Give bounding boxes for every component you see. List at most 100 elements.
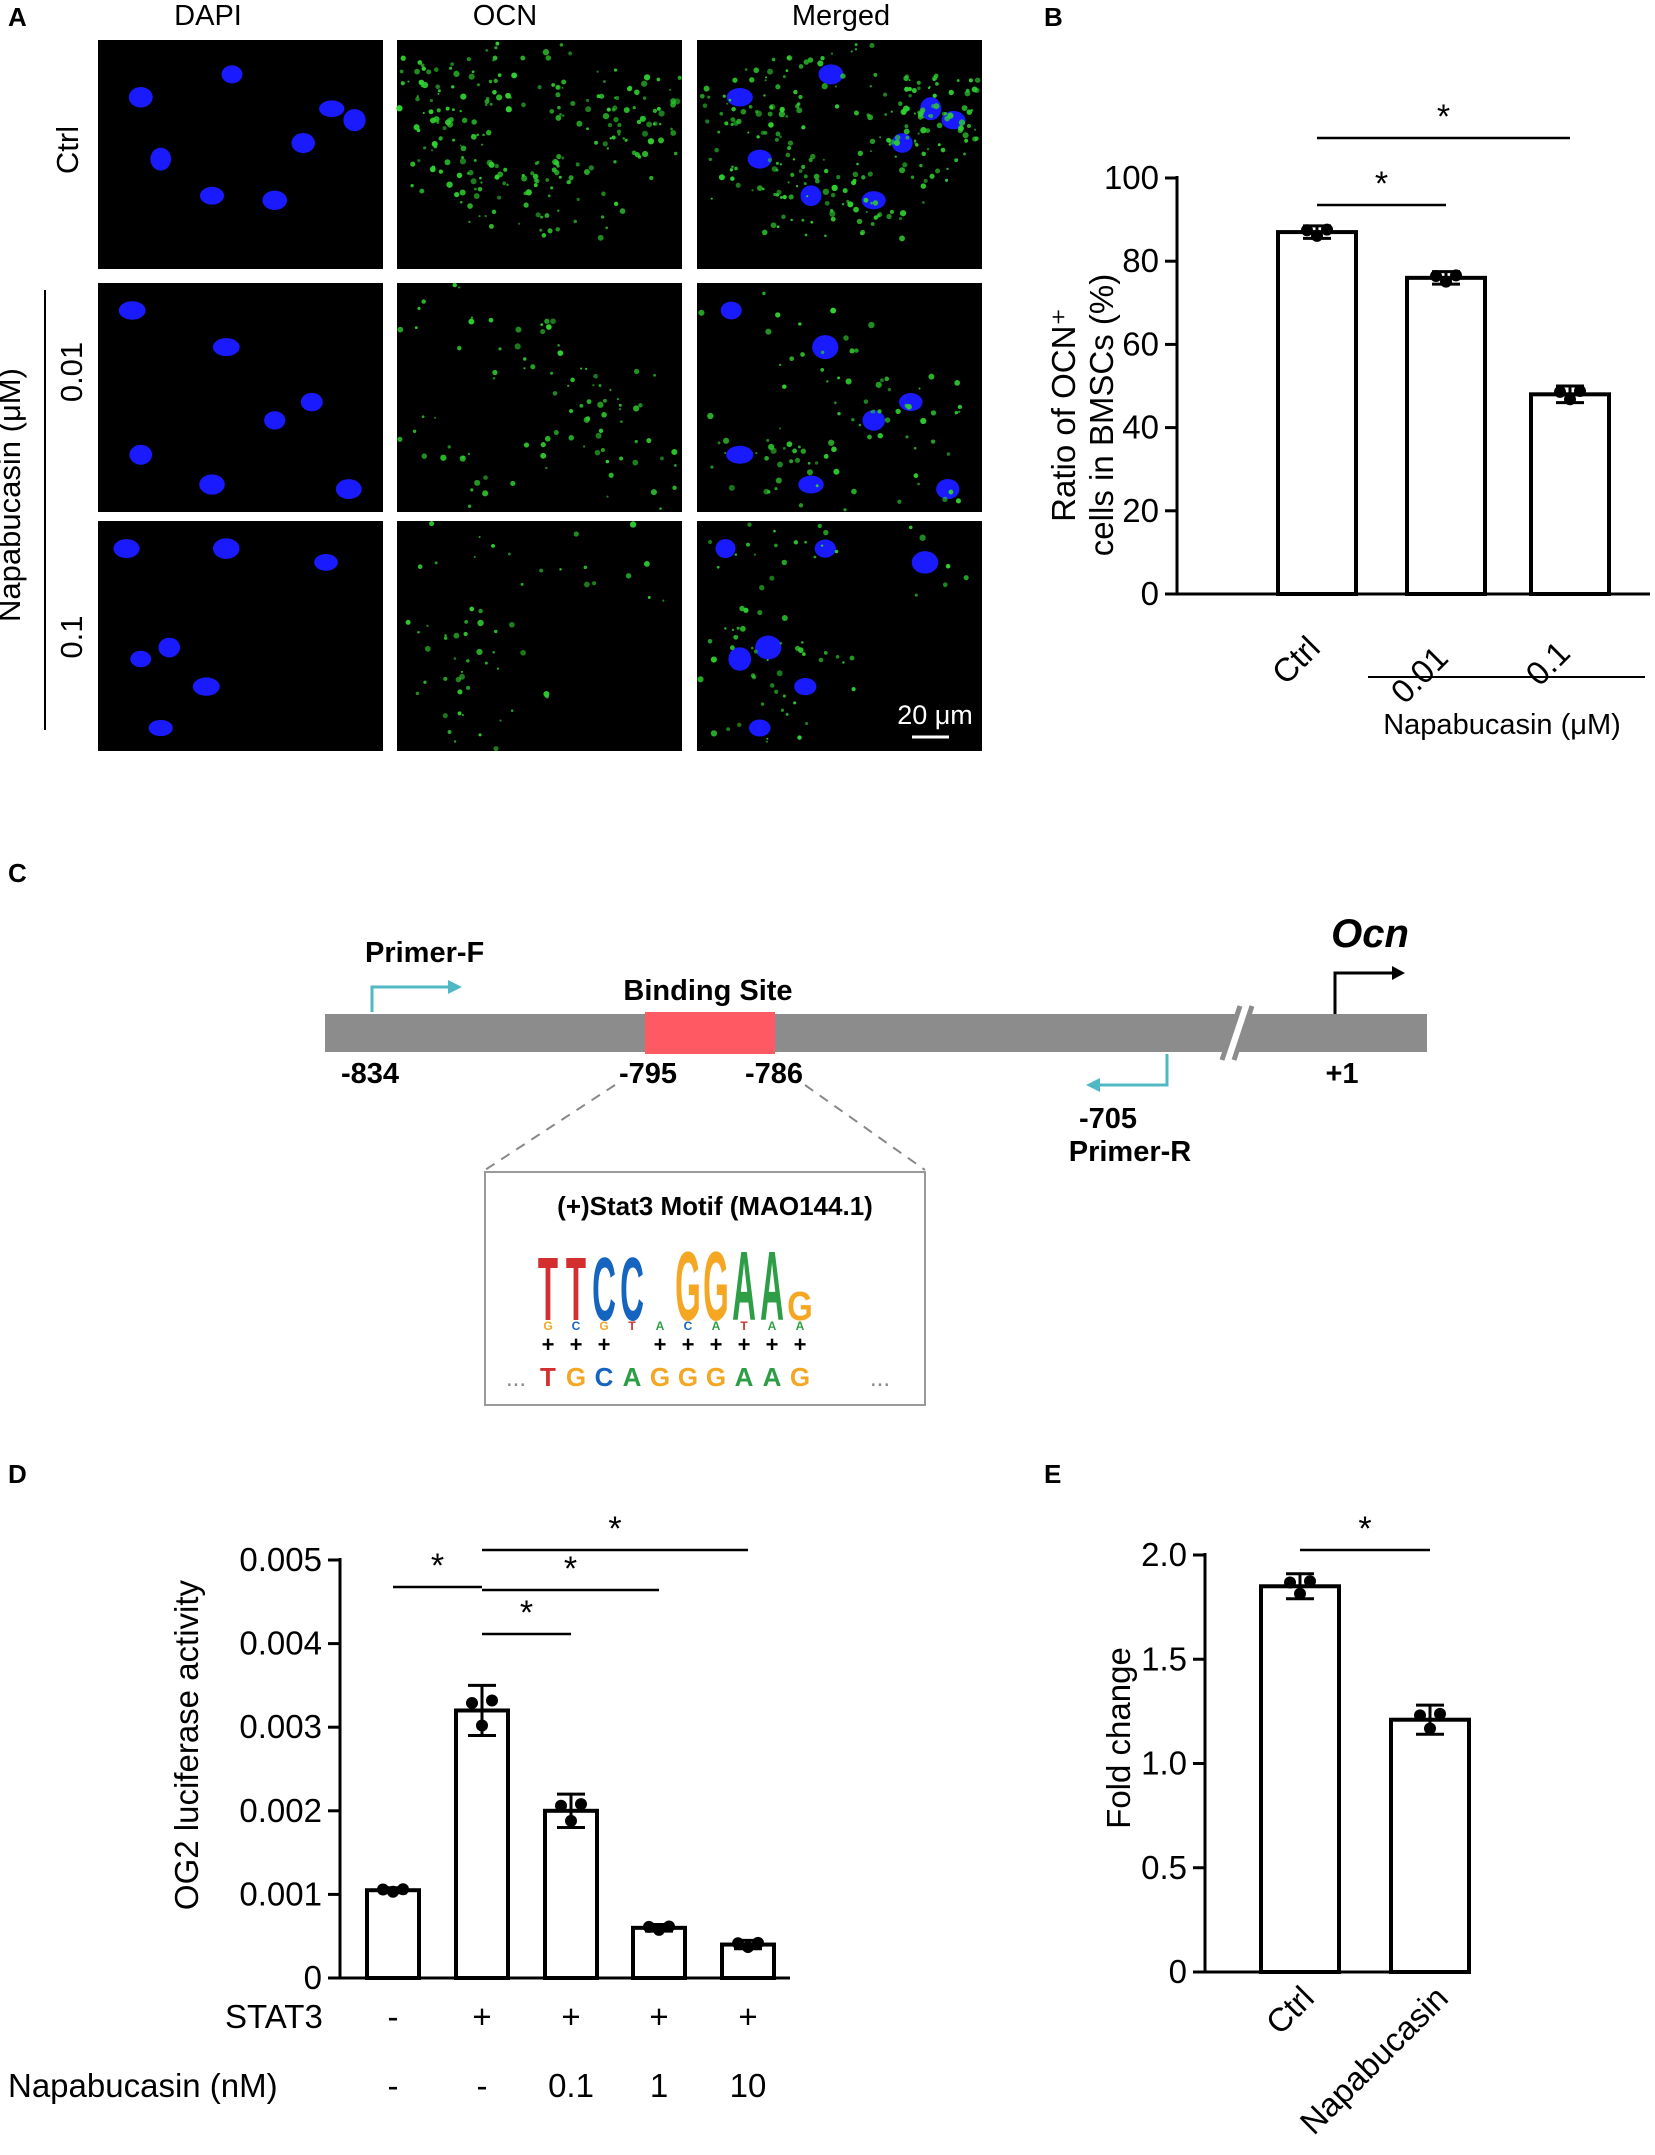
ocn-stain-speckle — [830, 307, 837, 314]
ocn-stain-speckle — [557, 344, 560, 347]
ocn-stain-speckle — [747, 522, 752, 527]
ocn-stain-speckle — [765, 328, 772, 335]
ocn-stain-speckle — [479, 176, 482, 180]
ocn-stain-speckle — [823, 168, 829, 174]
ocn-stain-speckle — [611, 108, 616, 112]
ocn-stain-speckle — [454, 191, 460, 198]
ocn-stain-speckle — [593, 373, 598, 379]
stat3-sign: + — [649, 1998, 668, 2035]
ocn-stain-speckle — [802, 652, 806, 656]
break-mark-left — [1219, 1005, 1243, 1061]
ocn-stain-speckle — [476, 133, 479, 137]
ocn-stain-speckle — [782, 694, 786, 698]
ocn-stain-speckle — [461, 117, 468, 124]
ocn-stain-speckle — [736, 118, 742, 125]
ocn-stain-speckle — [782, 75, 786, 79]
x-tick-label: Ctrl — [1258, 1979, 1320, 2041]
ocn-stain-speckle — [585, 416, 591, 421]
nucleus — [118, 301, 146, 320]
ocn-stain-speckle — [602, 112, 610, 120]
ocn-stain-speckle — [920, 107, 926, 113]
ocn-stain-speckle — [789, 356, 794, 361]
ocn-stain-speckle — [948, 489, 954, 495]
sequence-letter: A — [763, 1362, 782, 1392]
ocn-stain-speckle — [766, 737, 769, 740]
micrograph-tile — [98, 521, 383, 751]
nucleus — [129, 444, 153, 465]
sequence-suffix: ... — [870, 1365, 890, 1392]
nucleus — [291, 133, 315, 154]
ocn-stain-speckle — [476, 83, 481, 87]
data-point — [752, 1936, 764, 1949]
tss-arrowhead — [1392, 966, 1405, 980]
ocn-stain-speckle — [443, 676, 448, 681]
ocn-stain-speckle — [875, 381, 882, 388]
ocn-stain-speckle — [575, 162, 580, 167]
pos-705: -705 — [1079, 1103, 1137, 1135]
ocn-stain-speckle — [746, 542, 751, 547]
ocn-stain-speckle — [677, 75, 682, 80]
ocn-stain-speckle — [615, 96, 620, 101]
ocn-stain-speckle — [520, 649, 526, 656]
ocn-stain-speckle — [641, 150, 649, 158]
ocn-stain-speckle — [779, 106, 785, 113]
ocn-stain-speckle — [602, 80, 606, 83]
primer-r-arrow — [1100, 1054, 1169, 1087]
ocn-stain-speckle — [473, 159, 477, 162]
ocn-stain-speckle — [545, 466, 548, 470]
ocn-stain-speckle — [905, 135, 910, 140]
ocn-stain-speckle — [964, 138, 969, 143]
ocn-stain-speckle — [520, 55, 526, 61]
ocn-stain-speckle — [749, 77, 755, 83]
ocn-stain-speckle — [928, 373, 935, 380]
motif-plus: + — [654, 1332, 667, 1357]
ocn-stain-speckle — [561, 79, 567, 85]
ocn-stain-speckle — [770, 447, 777, 454]
ocn-stain-speckle — [774, 487, 778, 491]
nucleus — [150, 147, 172, 171]
ocn-stain-speckle — [884, 113, 888, 116]
ocn-stain-speckle — [887, 387, 892, 392]
ocn-stain-speckle — [751, 189, 754, 192]
data-point — [565, 1814, 577, 1827]
ocn-stain-speckle — [468, 318, 475, 325]
ocn-stain-speckle — [803, 59, 809, 65]
ocn-stain-speckle — [453, 632, 460, 639]
ocn-stain-speckle — [457, 286, 461, 289]
primer-f-arrowhead — [448, 980, 462, 994]
ocn-stain-speckle — [877, 432, 883, 439]
ocn-stain-speckle — [886, 213, 892, 220]
ocn-stain-speckle — [928, 85, 931, 89]
ocn-stain-speckle — [619, 208, 626, 214]
ocn-stain-speckle — [459, 200, 463, 204]
ocn-stain-speckle — [540, 442, 546, 448]
ocn-stain-speckle — [603, 398, 607, 403]
ocn-stain-speckle — [417, 159, 421, 163]
ocn-stain-speckle — [455, 676, 462, 683]
ocn-stain-speckle — [820, 367, 825, 372]
ocn-stain-speckle — [884, 417, 891, 423]
ocn-stain-speckle — [656, 77, 661, 82]
nucleus — [200, 186, 224, 205]
micrograph-tile — [98, 283, 383, 512]
ocn-stain-speckle — [570, 377, 575, 383]
ocn-stain-speckle — [405, 619, 411, 625]
ocn-stain-speckle — [810, 220, 814, 224]
ocn-stain-speckle — [445, 119, 451, 126]
ocn-stain-speckle — [573, 531, 579, 537]
nucleus — [728, 647, 752, 671]
ocn-stain-speckle — [493, 746, 499, 752]
ocn-stain-speckle — [470, 488, 474, 492]
ocn-stain-speckle — [580, 367, 583, 370]
ocn-stain-speckle — [795, 184, 799, 188]
sequence-letter: G — [566, 1362, 586, 1392]
ocn-stain-speckle — [724, 121, 729, 126]
chart-d: 0 0.001 0.002 0.003 0.004 0.005 * * * * - + + + + - - 0.1… — [239, 1510, 790, 2104]
ocn-stain-speckle — [460, 145, 467, 152]
data-point — [476, 1719, 488, 1732]
motif-plus: + — [794, 1332, 807, 1357]
ocn-stain-speckle — [540, 323, 544, 326]
ocn-stain-speckle — [606, 107, 611, 112]
stat3-sign: - — [388, 1998, 399, 2035]
ocn-stain-speckle — [568, 175, 574, 181]
